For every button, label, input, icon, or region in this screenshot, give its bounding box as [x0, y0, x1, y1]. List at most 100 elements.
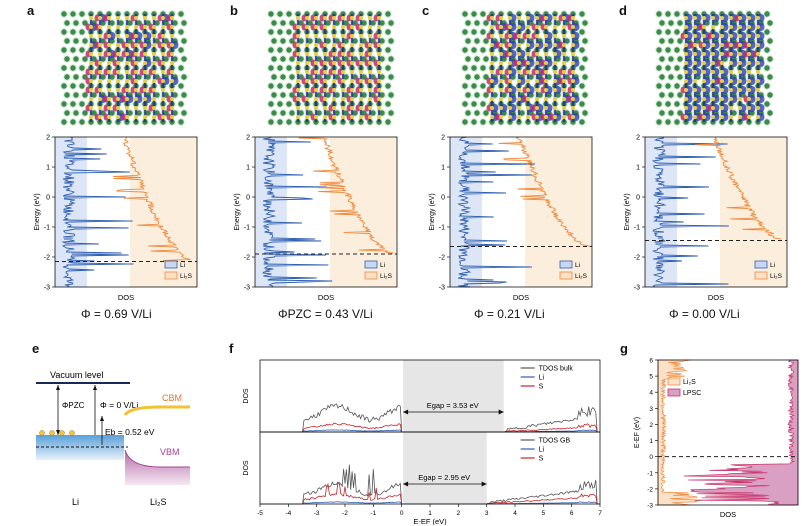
atom-s: [702, 52, 706, 56]
atom-s: [332, 25, 336, 29]
bond-column: [332, 14, 336, 122]
charge-blue: [685, 86, 693, 94]
charge-blue: [685, 95, 693, 103]
bond-column: [341, 14, 345, 122]
charge-magenta: [522, 68, 528, 76]
atom-s: [517, 106, 521, 110]
charge-blue: [712, 68, 720, 76]
charge-magenta: [346, 104, 352, 112]
atom-s: [323, 97, 327, 101]
panel-label-d: d: [619, 3, 627, 18]
y-tick-label: 2: [441, 135, 445, 142]
atom-s: [756, 16, 760, 20]
charge-magenta: [319, 77, 325, 85]
charge-magenta: [373, 14, 379, 22]
x-axis-label: DOS: [318, 293, 334, 302]
atom-li: [276, 118, 284, 126]
atom-s: [553, 79, 557, 83]
atom-li: [676, 73, 684, 81]
atom-s: [314, 25, 318, 29]
atom-s: [517, 16, 521, 20]
atom-s: [756, 115, 760, 119]
atom-s: [526, 43, 530, 47]
bond-column: [499, 14, 503, 122]
charge-magenta: [734, 41, 740, 49]
charge-magenta: [689, 41, 695, 49]
atom-s: [170, 70, 174, 74]
atom-s: [161, 43, 165, 47]
atom-li: [482, 19, 490, 27]
charge-magenta: [531, 113, 537, 121]
atom-li: [63, 55, 71, 63]
li2s-dos-fill: [330, 137, 397, 287]
atom-s: [161, 16, 165, 20]
charge-magenta: [94, 41, 100, 49]
y-tick-label: -1: [634, 225, 640, 232]
charge-magenta: [373, 41, 379, 49]
x-tick-label: -1: [370, 510, 376, 517]
atom-s: [89, 106, 93, 110]
atom-s: [134, 79, 138, 83]
atom-li: [464, 91, 472, 99]
y-axis-label: Energy (eV): [234, 193, 241, 230]
charge-magenta: [166, 41, 172, 49]
atom-li: [177, 28, 185, 36]
charge-magenta: [531, 104, 537, 112]
atom-s: [517, 70, 521, 74]
charge-magenta: [328, 86, 334, 94]
charge-magenta: [364, 104, 370, 112]
atom-li: [581, 91, 589, 99]
atom-s: [125, 70, 129, 74]
atom-li: [78, 10, 86, 18]
atom-s: [161, 106, 165, 110]
atom-li: [384, 82, 392, 90]
charge-blue: [757, 77, 765, 85]
atom-s: [571, 34, 575, 38]
atom-s: [89, 52, 93, 56]
atom-s: [116, 16, 120, 20]
charge-magenta: [337, 50, 343, 58]
atom-s: [693, 97, 697, 101]
atom-s: [499, 61, 503, 65]
atom-s: [314, 115, 318, 119]
atom-s: [305, 34, 309, 38]
atom-li: [676, 91, 684, 99]
atom-s: [693, 16, 697, 20]
atom-s: [544, 52, 548, 56]
atom-s: [152, 106, 156, 110]
charge-blue: [509, 23, 517, 31]
charge-magenta: [355, 77, 361, 85]
atom-s: [134, 106, 138, 110]
charge-magenta: [301, 14, 307, 22]
li2s-dos-curve: [298, 136, 393, 255]
atom-li: [664, 82, 672, 90]
charge-blue: [509, 95, 517, 103]
atom-li: [470, 100, 478, 108]
charge-magenta: [486, 14, 492, 22]
atom-li: [72, 109, 80, 117]
atom-s: [553, 88, 557, 92]
legend-top-label-0: TDOS bulk: [539, 366, 574, 373]
atom-li: [655, 46, 663, 54]
legend-swatch-li: [559, 260, 573, 269]
atom-s: [350, 79, 354, 83]
charge-magenta: [94, 59, 100, 67]
charge-magenta: [522, 59, 528, 67]
atom-s: [526, 79, 530, 83]
charge-blue: [572, 113, 580, 121]
li-label: Li: [72, 497, 79, 507]
atom-li: [60, 100, 68, 108]
atom-s: [711, 88, 715, 92]
atom-s: [747, 88, 751, 92]
atom-s: [143, 25, 147, 29]
legend-swatch-lpsc: [667, 388, 681, 397]
atom-li: [578, 28, 586, 36]
atom-s: [350, 61, 354, 65]
atom-s: [296, 97, 300, 101]
y-tick-label: 0: [246, 195, 250, 202]
x-tick-label: 6: [570, 510, 574, 517]
atom-s: [702, 88, 706, 92]
atom-s: [544, 79, 548, 83]
atom-s: [170, 61, 174, 65]
atom-s: [517, 88, 521, 92]
